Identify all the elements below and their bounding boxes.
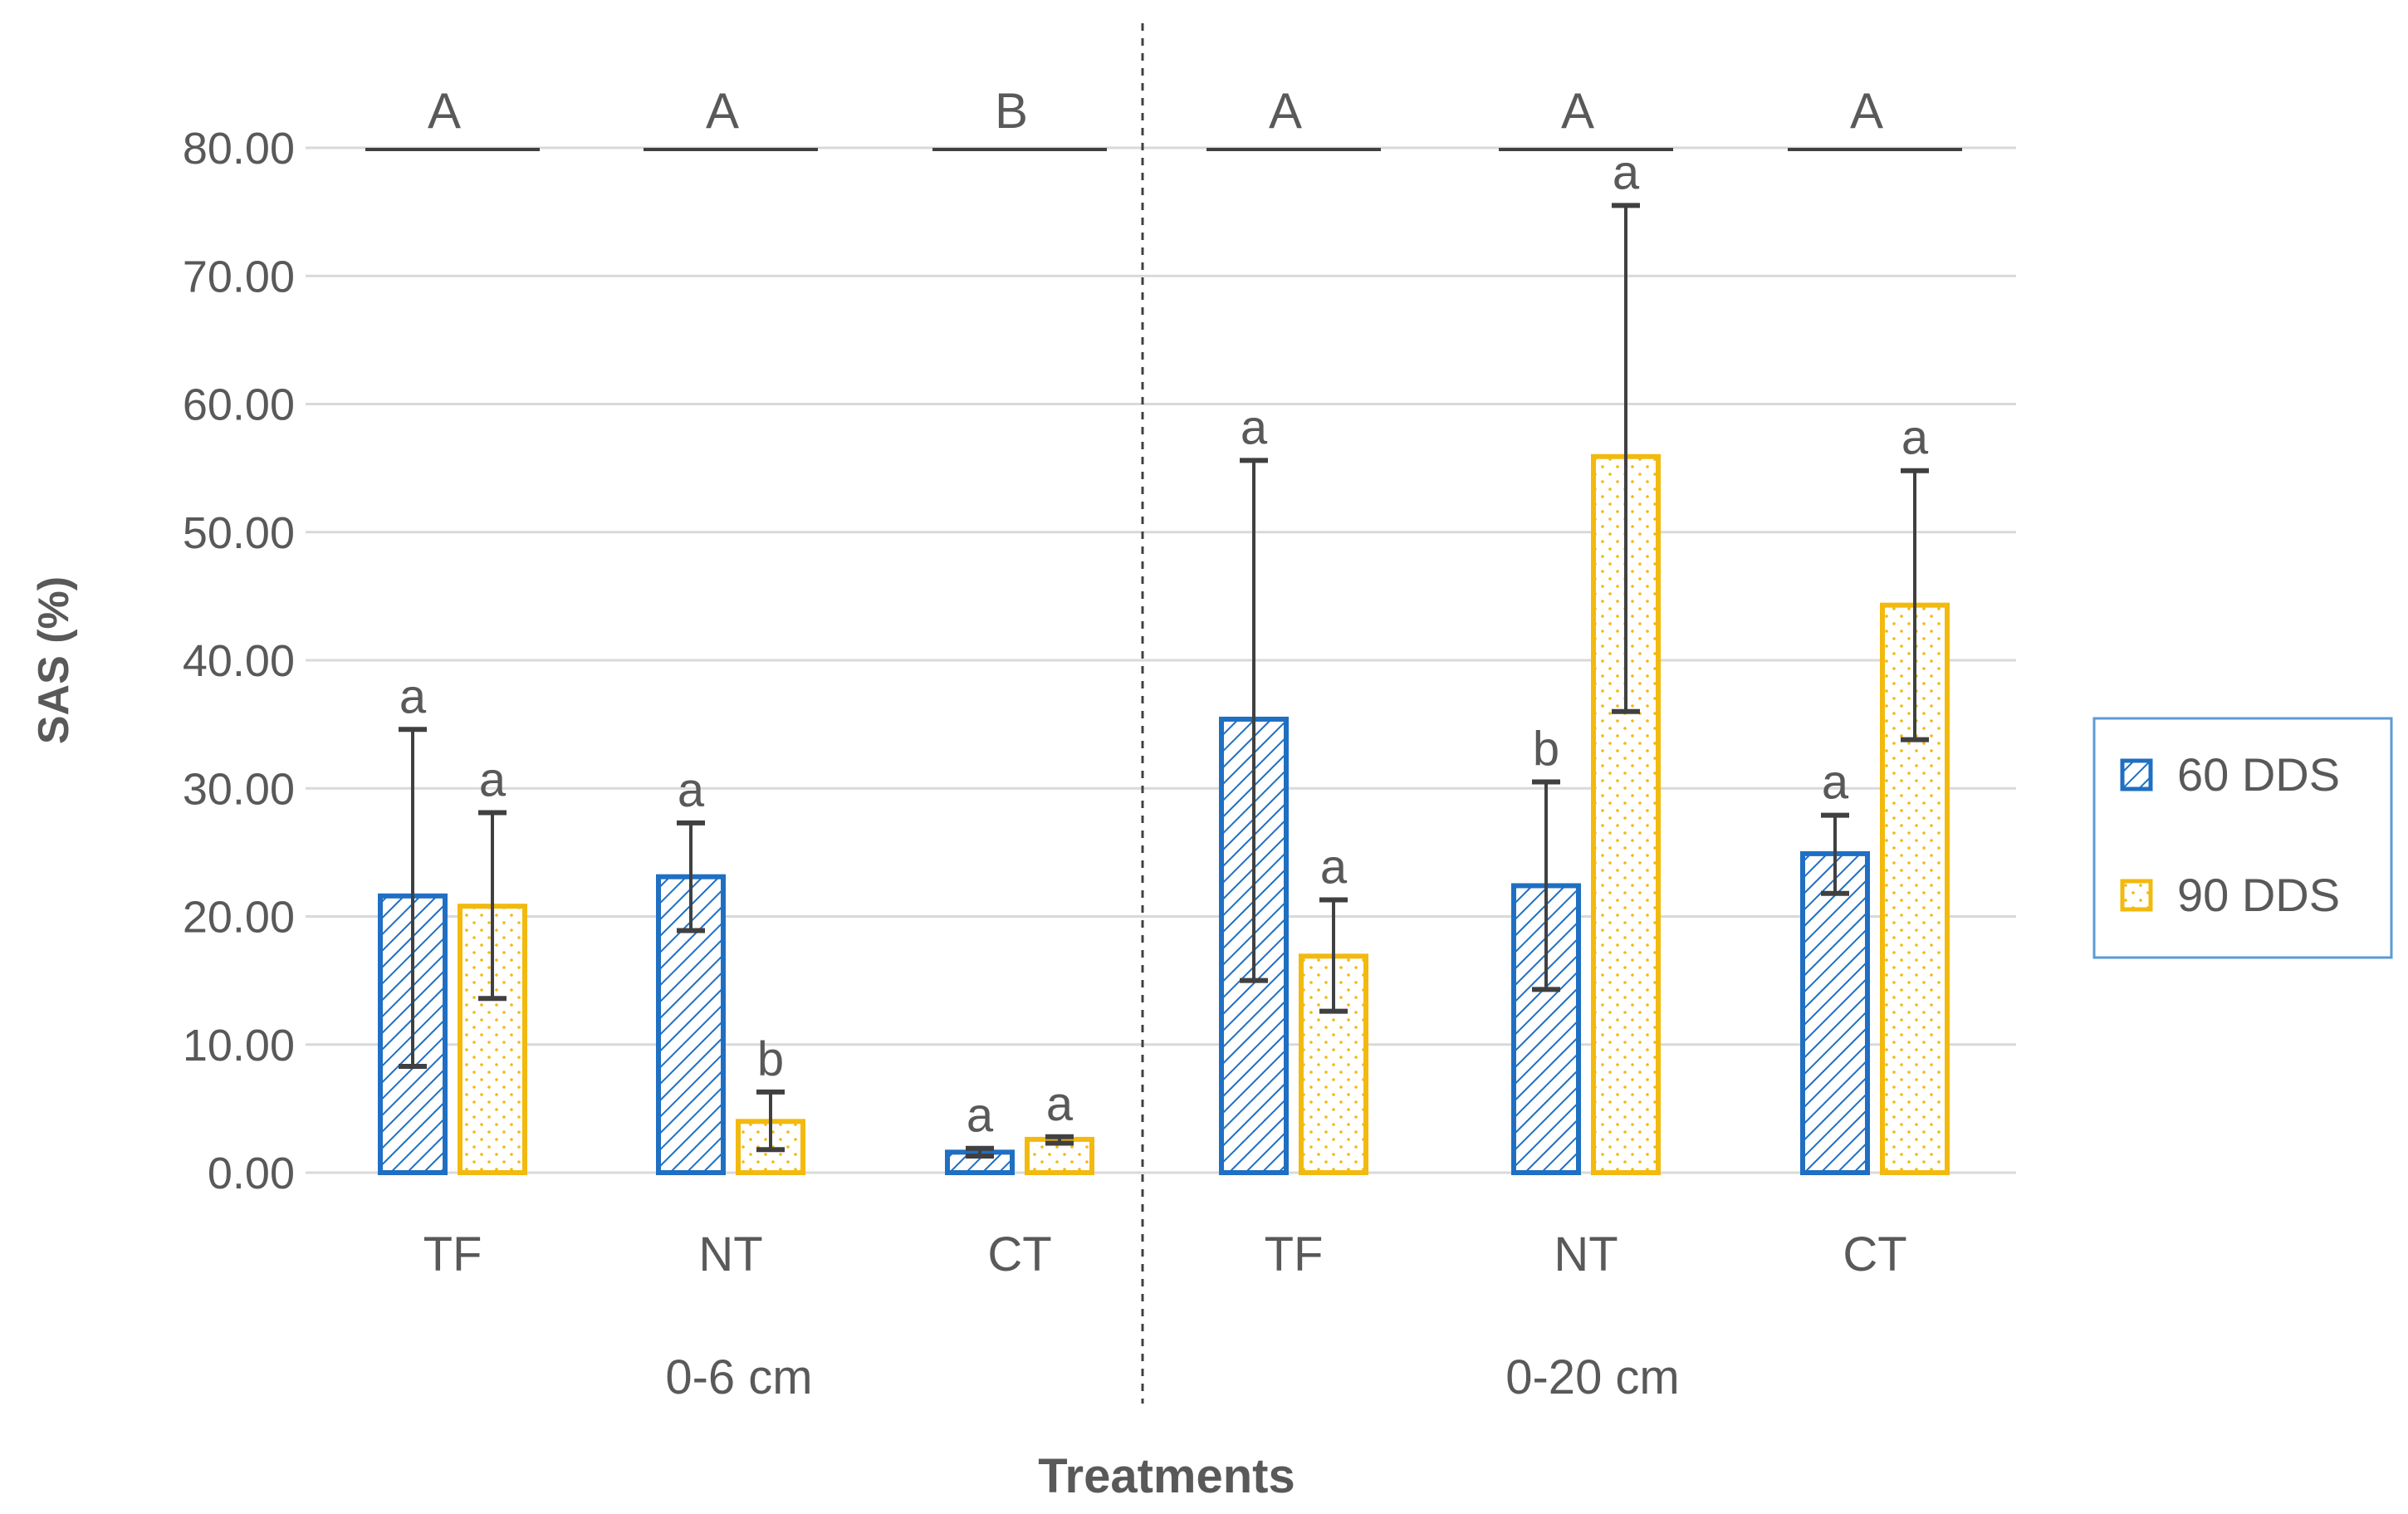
y-axis: 0.00 10.00 20.00 30.00 40.00 50.00 60.00 70.00 8… [183, 124, 295, 1198]
category-label: NT [698, 1227, 762, 1281]
category-label: NT [1554, 1227, 1618, 1281]
legend-swatch-60dds [2120, 758, 2153, 791]
category-label: TF [1265, 1227, 1324, 1281]
legend-swatch-90dds [2120, 879, 2153, 912]
group-significance-letter: B [995, 83, 1028, 139]
bar-significance-letter: b [1533, 723, 1559, 777]
y-tick-label: 50.00 [183, 508, 295, 558]
legend-label-60dds: 60 DDS [2177, 748, 2340, 801]
bar-significance-letter: a [1901, 411, 1929, 465]
y-tick-label: 60.00 [183, 380, 295, 430]
legend: 60 DDS 90 DDS [2092, 717, 2393, 959]
bar-significance-letter: a [1613, 145, 1640, 199]
group-label: 0-20 cm [1505, 1350, 1680, 1404]
bar-significance-letter: a [967, 1089, 994, 1143]
category-label: CT [987, 1227, 1051, 1281]
y-tick-label: 80.00 [183, 124, 295, 174]
bar-60dds [1800, 850, 1870, 1175]
x-axis-title: Treatments [1038, 1449, 1295, 1503]
group-significance-letter: A [1561, 83, 1594, 139]
group-significance-letter: A [1850, 83, 1883, 139]
bar-significance-letter: a [399, 669, 427, 723]
category-label: TF [423, 1227, 482, 1281]
y-tick-label: 30.00 [183, 764, 295, 814]
bar-significance-letter: a [1046, 1077, 1074, 1131]
gridlines [306, 146, 2016, 1046]
y-tick-label: 20.00 [183, 893, 295, 943]
y-tick-label: 40.00 [183, 636, 295, 686]
legend-label-90dds: 90 DDS [2177, 869, 2340, 921]
y-tick-label: 10.00 [183, 1021, 295, 1071]
category-label: CT [1843, 1227, 1906, 1281]
y-tick-label: 70.00 [183, 252, 295, 301]
bars [378, 203, 1950, 1176]
group-significance-letter: A [428, 83, 461, 139]
bar-significance-letter: a [479, 753, 507, 807]
bar-significance-letter: a [1320, 840, 1348, 894]
bar-significance-letter: a [678, 763, 705, 817]
group-significance-letter: A [1269, 83, 1302, 139]
group-label: 0-6 cm [665, 1350, 812, 1404]
bar-significance-letter: b [757, 1032, 784, 1086]
bar-significance-letter: a [1241, 400, 1268, 454]
y-axis-title: SAS (%) [30, 576, 78, 744]
legend-frame [2092, 717, 2393, 959]
group-significance-letter: A [706, 83, 739, 139]
bar-significance-letter: a [1822, 756, 1849, 810]
y-tick-label: 0.00 [208, 1149, 295, 1198]
